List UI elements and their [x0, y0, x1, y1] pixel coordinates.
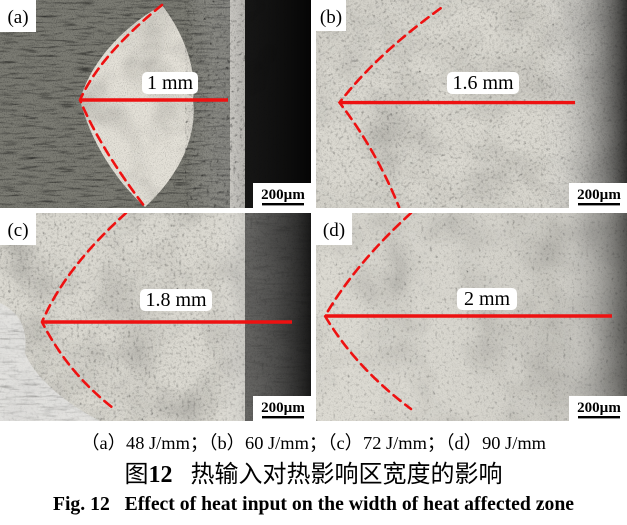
- svg-text:1 mm: 1 mm: [147, 72, 194, 94]
- svg-text:1.8 mm: 1.8 mm: [145, 289, 207, 311]
- svg-text:2 mm: 2 mm: [464, 288, 511, 310]
- svg-text:(d): (d): [323, 220, 345, 241]
- svg-text:200µm: 200µm: [261, 400, 305, 416]
- svg-text:(a): (a): [7, 7, 28, 28]
- svg-text:1.6 mm: 1.6 mm: [452, 72, 514, 94]
- svg-text:(c): (c): [7, 220, 28, 241]
- svg-text:200µm: 200µm: [577, 187, 621, 203]
- svg-text:(b): (b): [320, 7, 342, 28]
- svg-text:200µm: 200µm: [577, 400, 621, 416]
- svg-text:200µm: 200µm: [261, 187, 305, 203]
